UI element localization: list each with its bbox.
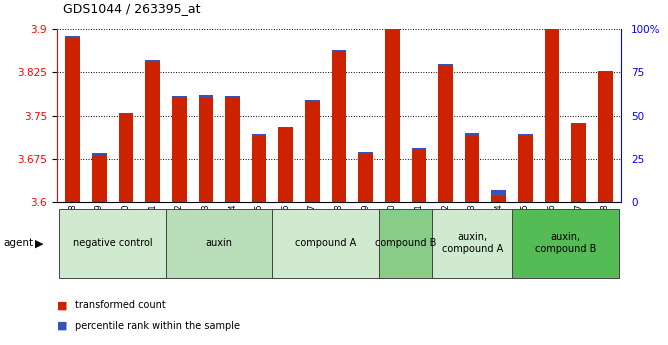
Bar [598, 71, 613, 72]
Bar [172, 97, 186, 202]
Bar [198, 95, 213, 97]
Text: ▶: ▶ [35, 238, 43, 248]
Bar [598, 72, 613, 202]
Bar [92, 155, 107, 202]
Bar [518, 136, 532, 202]
Bar [279, 127, 293, 128]
Bar [544, 28, 559, 202]
Bar [225, 96, 240, 97]
Bar [65, 36, 80, 38]
Bar [332, 50, 346, 51]
Bar [492, 196, 506, 202]
Bar [438, 65, 453, 66]
Text: transformed count: transformed count [75, 300, 166, 310]
Text: ■: ■ [57, 300, 67, 310]
Bar [492, 190, 506, 196]
Bar [358, 152, 373, 154]
Bar [305, 101, 320, 202]
Bar [119, 115, 134, 202]
Bar [146, 60, 160, 62]
Bar [411, 150, 426, 202]
Bar [571, 122, 586, 124]
Bar [385, 28, 399, 202]
Bar [465, 135, 480, 202]
Bar [252, 136, 267, 202]
Bar [225, 97, 240, 202]
Bar [119, 113, 134, 115]
Text: GDS1044 / 263395_at: GDS1044 / 263395_at [63, 2, 201, 16]
Text: auxin,
compound B: auxin, compound B [534, 233, 596, 254]
Bar [332, 51, 346, 202]
Bar [146, 62, 160, 202]
Text: negative control: negative control [73, 238, 152, 248]
Bar [358, 154, 373, 202]
Text: compound A: compound A [295, 238, 356, 248]
Bar [438, 66, 453, 202]
Bar [571, 124, 586, 202]
Bar [465, 134, 480, 135]
Text: agent: agent [3, 238, 33, 248]
Bar [198, 97, 213, 202]
Bar [518, 134, 532, 136]
Bar [279, 128, 293, 202]
Bar [544, 27, 559, 28]
Text: compound B: compound B [375, 238, 436, 248]
Bar [92, 152, 107, 155]
Text: auxin: auxin [206, 238, 232, 248]
Text: percentile rank within the sample: percentile rank within the sample [75, 321, 240, 331]
Bar [411, 148, 426, 150]
Bar [172, 96, 186, 97]
Text: ■: ■ [57, 321, 67, 331]
Bar [305, 100, 320, 101]
Text: auxin,
compound A: auxin, compound A [442, 233, 503, 254]
Bar [252, 134, 267, 136]
Bar [65, 38, 80, 202]
Bar [385, 27, 399, 28]
